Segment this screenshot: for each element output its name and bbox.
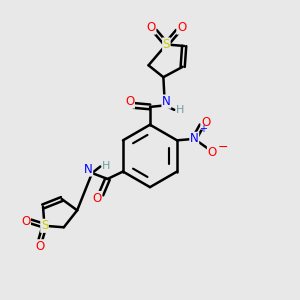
Text: N: N — [162, 95, 171, 108]
Text: S: S — [163, 38, 170, 51]
Text: H: H — [102, 161, 110, 172]
Text: H: H — [176, 105, 184, 115]
Text: S: S — [41, 219, 48, 232]
Text: O: O — [21, 215, 30, 228]
Text: O: O — [92, 191, 102, 205]
Text: N: N — [84, 163, 93, 176]
Text: O: O — [208, 146, 217, 159]
Text: N: N — [190, 132, 199, 146]
Text: O: O — [35, 240, 45, 253]
Text: O: O — [147, 21, 156, 34]
Text: O: O — [177, 21, 186, 34]
Text: +: + — [199, 124, 207, 134]
Text: O: O — [125, 95, 134, 108]
Text: O: O — [201, 116, 210, 129]
Text: −: − — [218, 141, 228, 154]
